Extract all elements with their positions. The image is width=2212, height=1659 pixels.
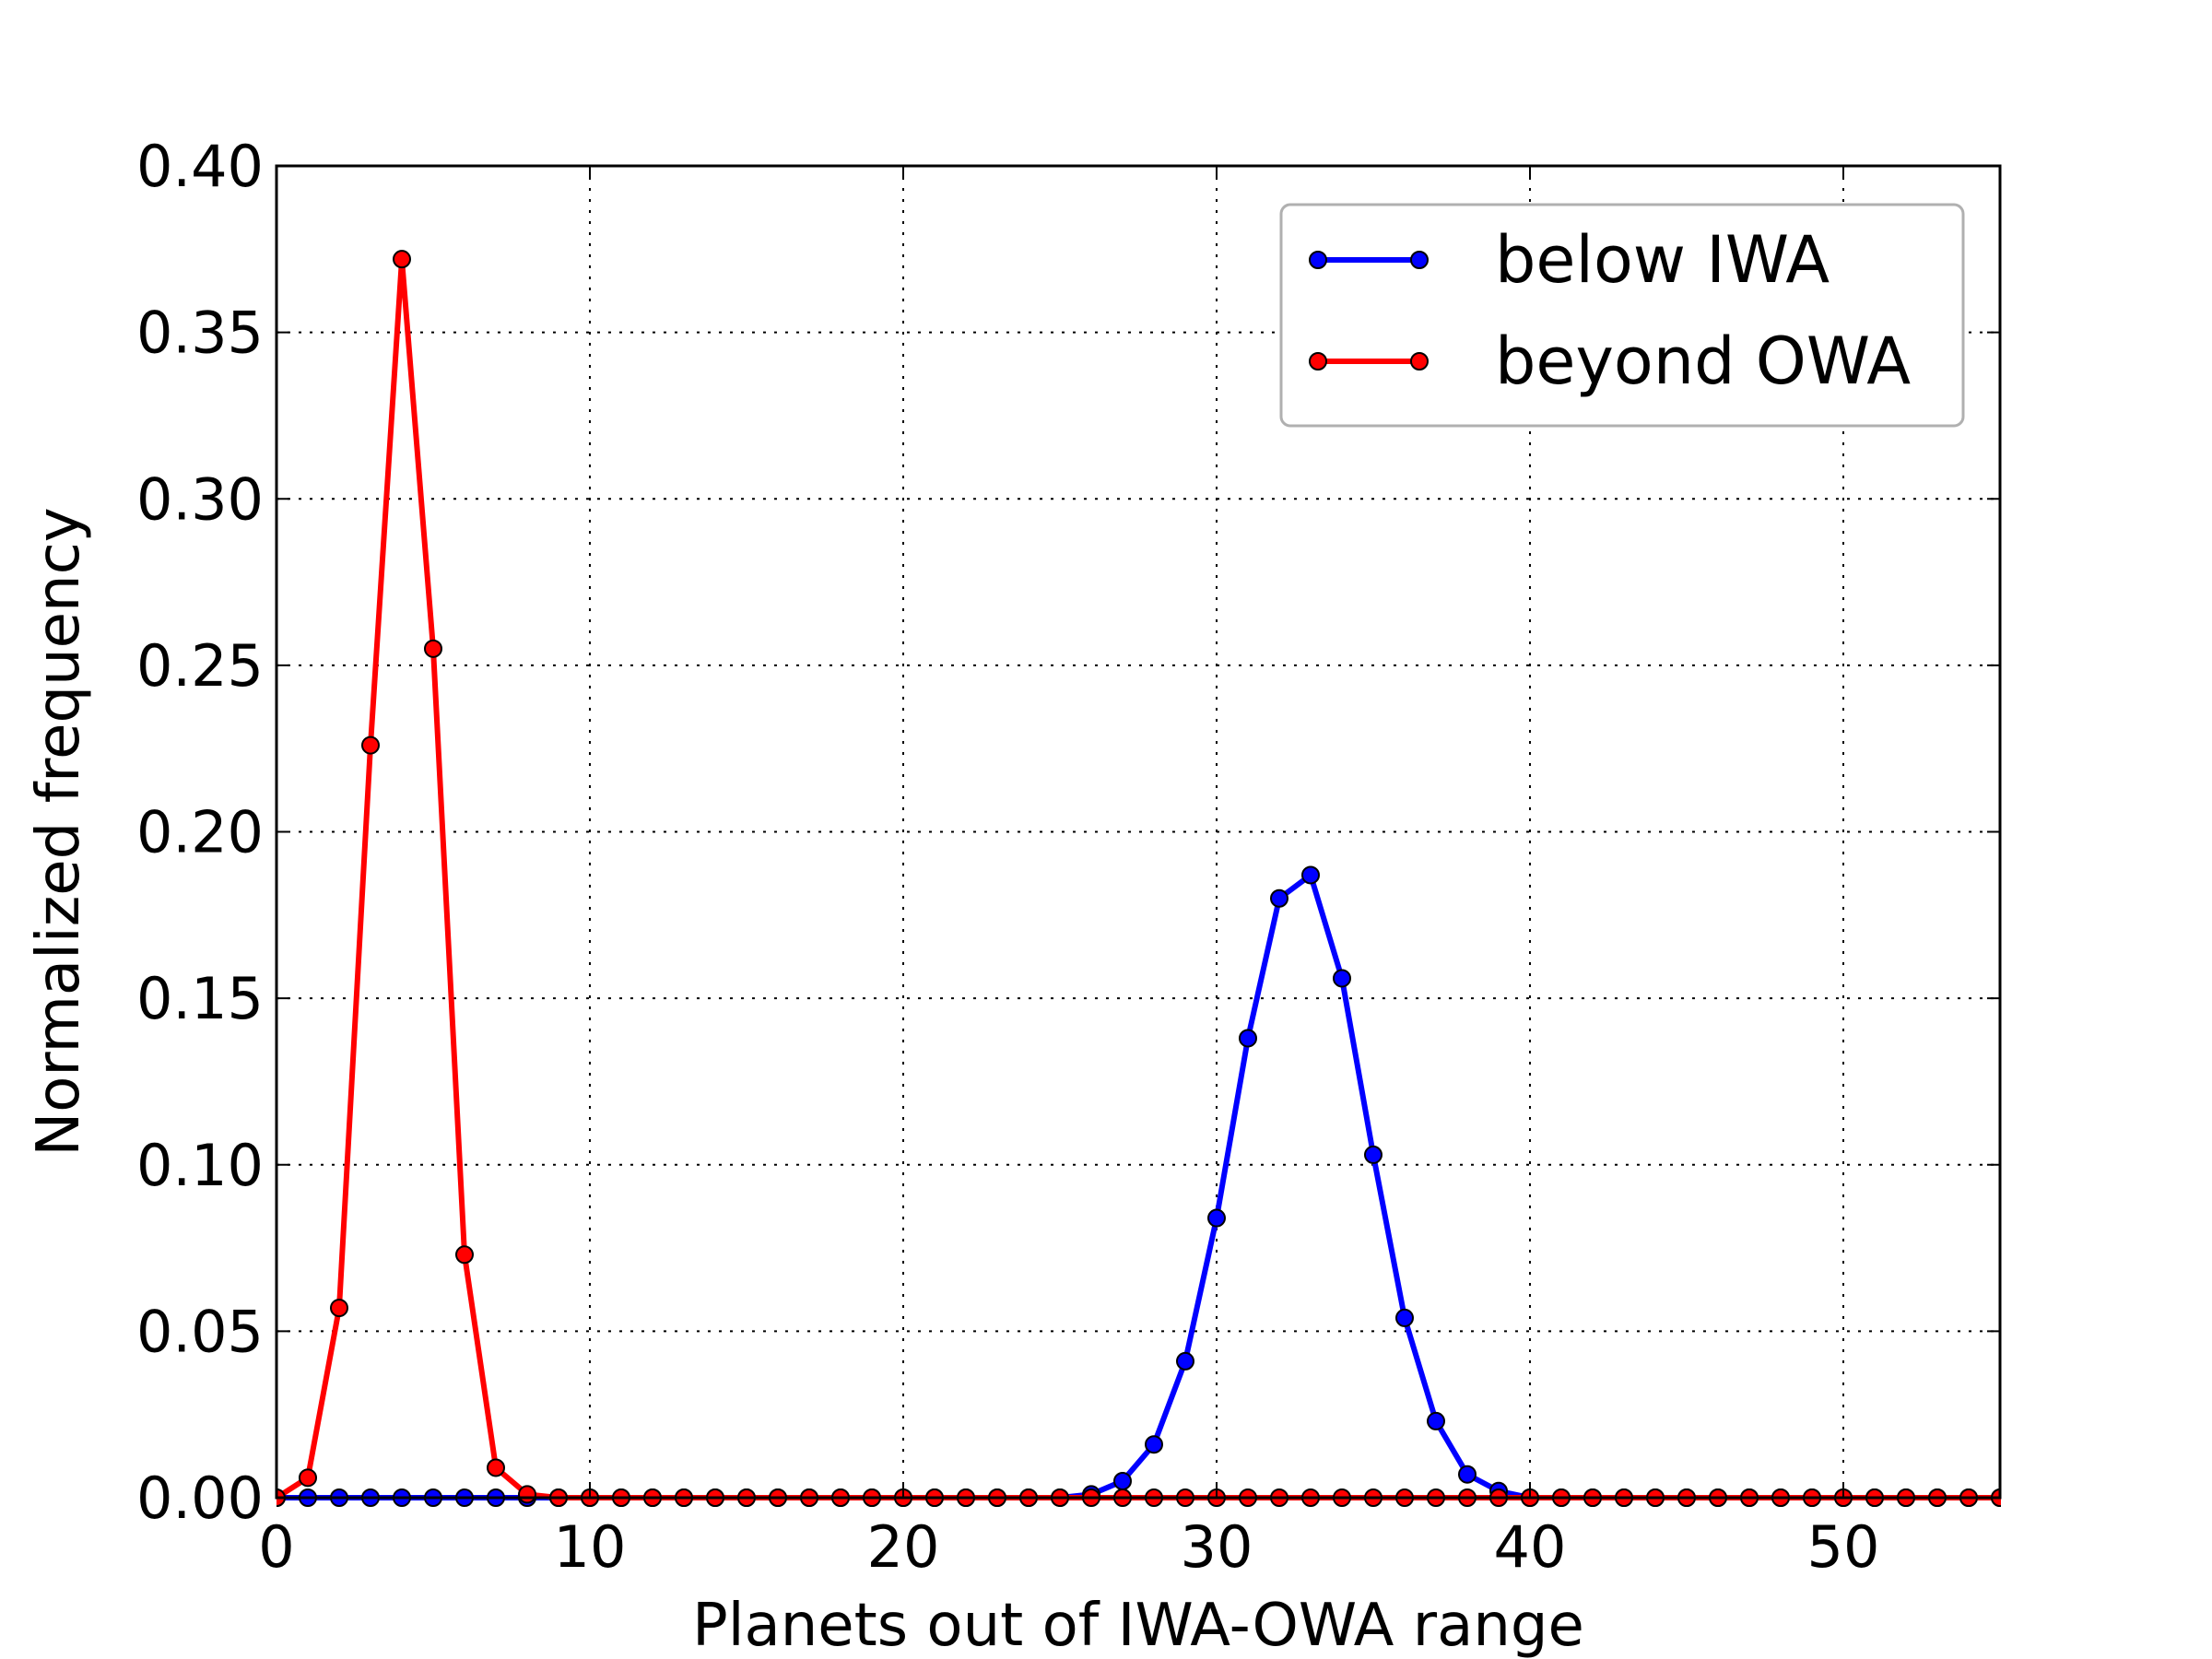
x-axis-label: Planets out of IWA-OWA range bbox=[692, 1592, 1584, 1659]
y-tick-label: 0.00 bbox=[136, 1465, 264, 1532]
data-point bbox=[424, 639, 442, 658]
y-tick-label: 0.20 bbox=[136, 799, 264, 866]
data-point bbox=[1207, 1208, 1226, 1228]
x-tick-label: 50 bbox=[1807, 1513, 1880, 1581]
legend: below IWA beyond OWA bbox=[1279, 203, 1965, 428]
legend-marker bbox=[1309, 352, 1327, 371]
legend-label: beyond OWA bbox=[1495, 324, 1911, 399]
data-point bbox=[1239, 1029, 1257, 1048]
y-tick-label: 0.15 bbox=[136, 965, 264, 1032]
data-point bbox=[299, 1468, 317, 1488]
data-point bbox=[1458, 1465, 1477, 1484]
data-point bbox=[487, 1458, 505, 1477]
legend-marker bbox=[1309, 251, 1327, 269]
data-point bbox=[1364, 1145, 1382, 1164]
x-tick-label: 20 bbox=[867, 1513, 940, 1581]
legend-marker bbox=[1410, 352, 1429, 371]
axis-ticks: 0 10 20 30 40 50 0.00 0.05 0.10 0.15 0.20 0.25 0.30 0… bbox=[136, 133, 2000, 1581]
data-point bbox=[393, 250, 411, 269]
data-point bbox=[1395, 1308, 1414, 1327]
legend-marker bbox=[1410, 251, 1429, 269]
data-point bbox=[361, 735, 380, 755]
data-point bbox=[330, 1299, 348, 1318]
y-axis-label: Normalized frequency bbox=[25, 507, 93, 1156]
x-tick-label: 10 bbox=[554, 1513, 627, 1581]
legend-label: below IWA bbox=[1495, 222, 1830, 298]
data-point bbox=[1270, 888, 1288, 908]
y-tick-label: 0.30 bbox=[136, 465, 264, 533]
x-tick-label: 30 bbox=[1181, 1513, 1253, 1581]
data-point bbox=[1145, 1435, 1163, 1454]
data-point bbox=[518, 1485, 536, 1504]
data-point bbox=[1176, 1351, 1194, 1371]
x-tick-label: 40 bbox=[1494, 1513, 1567, 1581]
data-point bbox=[1113, 1471, 1132, 1490]
legend-box bbox=[1279, 203, 1965, 428]
y-tick-label: 0.05 bbox=[136, 1298, 264, 1365]
y-tick-label: 0.40 bbox=[136, 133, 264, 200]
data-point bbox=[1333, 969, 1351, 988]
y-tick-label: 0.35 bbox=[136, 300, 264, 367]
data-point bbox=[1301, 865, 1320, 885]
data-point bbox=[1427, 1411, 1445, 1430]
x-tick-label: 0 bbox=[258, 1513, 294, 1581]
y-tick-label: 0.10 bbox=[136, 1132, 264, 1199]
y-tick-label: 0.25 bbox=[136, 632, 264, 700]
data-point bbox=[455, 1245, 474, 1265]
